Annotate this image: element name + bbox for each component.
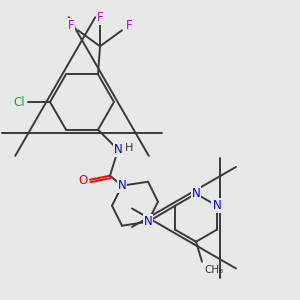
- Text: O: O: [78, 174, 88, 187]
- Text: N: N: [192, 187, 200, 200]
- Text: N: N: [212, 199, 221, 212]
- Text: CH₃: CH₃: [204, 265, 223, 275]
- Text: F: F: [68, 19, 74, 32]
- Text: Cl: Cl: [13, 95, 25, 109]
- Text: F: F: [97, 11, 103, 24]
- Text: N: N: [118, 179, 126, 192]
- Text: F: F: [126, 19, 132, 32]
- Text: N: N: [144, 215, 152, 228]
- Text: N: N: [114, 143, 122, 156]
- Text: H: H: [125, 143, 133, 153]
